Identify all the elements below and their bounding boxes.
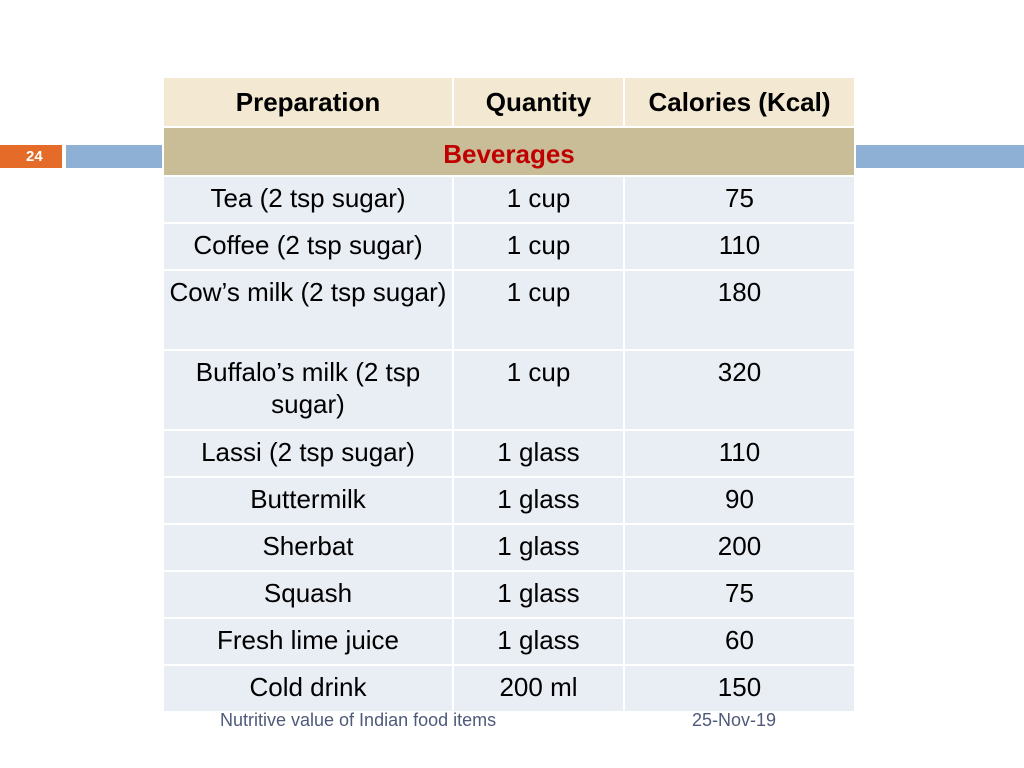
table-row: Buttermilk 1 glass 90 [162, 476, 856, 525]
cell-calories: 180 [623, 269, 856, 351]
table-row: Cow’s milk (2 tsp sugar) 1 cup 180 [162, 269, 856, 351]
calorie-table-container: Preparation Quantity Calories (Kcal) Bev… [162, 76, 856, 713]
accent-bar-right [854, 145, 1024, 168]
footer-date: 25-Nov-19 [692, 710, 777, 730]
cell-preparation: Buffalo’s milk (2 tsp sugar) [162, 349, 454, 431]
cell-preparation: Sherbat [162, 523, 454, 572]
table-row: Tea (2 tsp sugar) 1 cup 75 [162, 175, 856, 224]
cell-quantity: 1 cup [452, 222, 625, 271]
footer-title: Nutritive value of Indian food items [220, 710, 497, 730]
cell-calories: 110 [623, 429, 856, 478]
cell-calories: 200 [623, 523, 856, 572]
cell-calories: 75 [623, 175, 856, 224]
cell-quantity: 1 glass [452, 429, 625, 478]
table-row: Coffee (2 tsp sugar) 1 cup 110 [162, 222, 856, 271]
cell-calories: 60 [623, 617, 856, 666]
accent-bar-left [66, 145, 162, 168]
cell-preparation: Cold drink [162, 664, 454, 713]
cell-quantity: 1 glass [452, 617, 625, 666]
cell-calories: 75 [623, 570, 856, 619]
column-header-calories: Calories (Kcal) [623, 76, 856, 128]
cell-preparation: Buttermilk [162, 476, 454, 525]
table-row: Buffalo’s milk (2 tsp sugar) 1 cup 320 [162, 349, 856, 431]
cell-preparation: Lassi (2 tsp sugar) [162, 429, 454, 478]
cell-preparation: Tea (2 tsp sugar) [162, 175, 454, 224]
cell-calories: 320 [623, 349, 856, 431]
calorie-table: Preparation Quantity Calories (Kcal) Bev… [162, 76, 856, 713]
table-row: Cold drink 200 ml 150 [162, 664, 856, 713]
table-row: Squash 1 glass 75 [162, 570, 856, 619]
table-row: Lassi (2 tsp sugar) 1 glass 110 [162, 429, 856, 478]
cell-preparation: Squash [162, 570, 454, 619]
cell-quantity: 1 glass [452, 476, 625, 525]
table-row: Sherbat 1 glass 200 [162, 523, 856, 572]
cell-preparation: Cow’s milk (2 tsp sugar) [162, 269, 454, 351]
slide-number: 24 [0, 145, 62, 168]
cell-preparation: Fresh lime juice [162, 617, 454, 666]
cell-preparation: Coffee (2 tsp sugar) [162, 222, 454, 271]
column-header-preparation: Preparation [162, 76, 454, 128]
table-row: Fresh lime juice 1 glass 60 [162, 617, 856, 666]
column-header-quantity: Quantity [452, 76, 625, 128]
cell-quantity: 1 glass [452, 523, 625, 572]
cell-calories: 90 [623, 476, 856, 525]
cell-quantity: 1 cup [452, 175, 625, 224]
cell-quantity: 1 cup [452, 349, 625, 431]
cell-quantity: 1 cup [452, 269, 625, 351]
cell-quantity: 1 glass [452, 570, 625, 619]
section-title: Beverages [162, 126, 856, 177]
section-row: Beverages [162, 126, 856, 177]
table-header-row: Preparation Quantity Calories (Kcal) [162, 76, 856, 128]
cell-quantity: 200 ml [452, 664, 625, 713]
cell-calories: 110 [623, 222, 856, 271]
cell-calories: 150 [623, 664, 856, 713]
